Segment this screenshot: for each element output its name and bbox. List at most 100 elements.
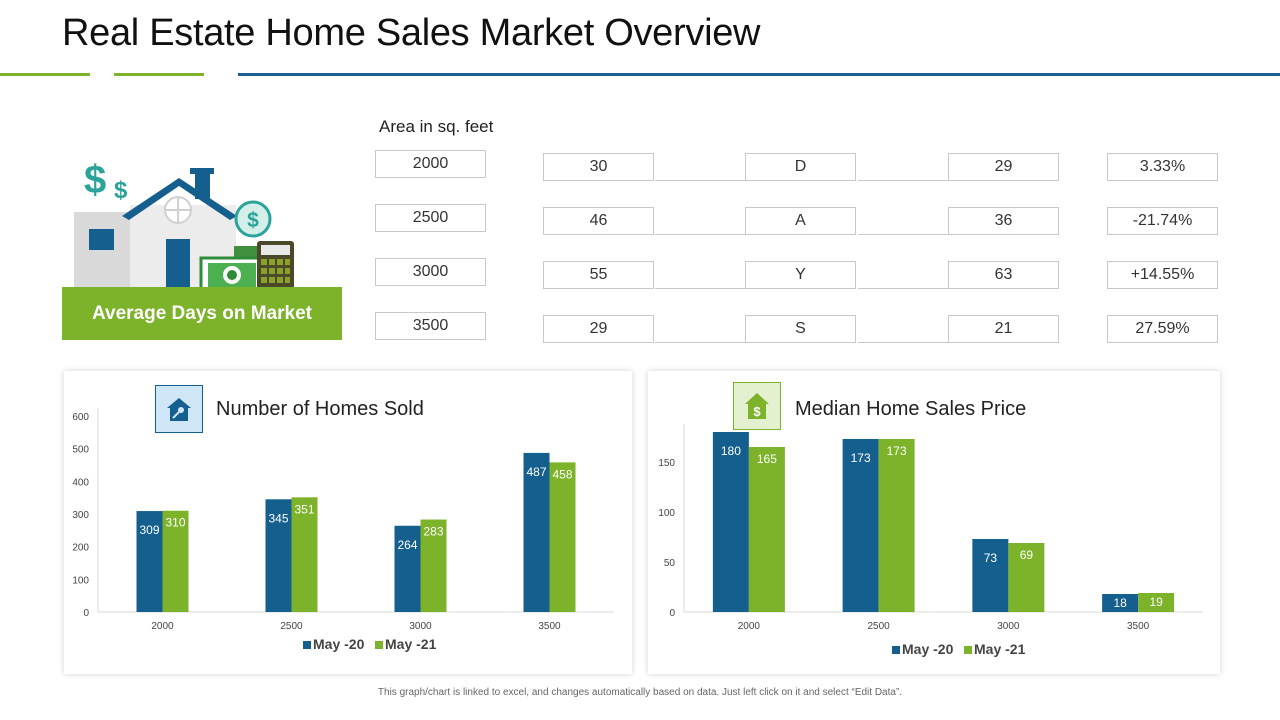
table-connector — [655, 234, 745, 235]
area-cell: 3000 — [375, 258, 486, 286]
x-tick-label: 3000 — [997, 621, 1020, 632]
data-label: 283 — [423, 525, 443, 539]
letter-cell: Y — [745, 261, 856, 289]
calculator-icon — [257, 241, 294, 293]
page-title: Real Estate Home Sales Market Overview — [62, 12, 761, 54]
area-cell: 3500 — [375, 312, 486, 340]
table-connector — [655, 180, 745, 181]
x-tick-label: 2500 — [868, 621, 891, 632]
legend-label: May -21 — [974, 641, 1026, 657]
change-cell: 27.59% — [1107, 315, 1218, 343]
y-tick-label: 400 — [72, 477, 89, 488]
table-connector — [858, 288, 948, 289]
may21-days-cell: 29 — [948, 153, 1059, 181]
coin-icon: $ — [234, 200, 272, 238]
x-tick-label: 2000 — [151, 621, 174, 632]
y-tick-label: 0 — [669, 608, 675, 619]
bar-may20 — [523, 452, 550, 612]
data-label: 165 — [757, 452, 777, 466]
x-tick-label: 3500 — [1127, 621, 1150, 632]
change-cell: 3.33% — [1107, 153, 1218, 181]
bar-may21 — [291, 497, 318, 612]
y-tick-label: 0 — [83, 608, 89, 619]
table-connector — [655, 288, 745, 289]
y-tick-label: 300 — [72, 510, 89, 521]
x-tick-label: 3000 — [409, 621, 432, 632]
y-tick-label: 100 — [658, 508, 675, 519]
data-label: 73 — [984, 551, 998, 565]
x-tick-label: 2500 — [280, 621, 303, 632]
hero-illustration: $ $ $ — [62, 150, 342, 340]
y-tick-label: 100 — [72, 575, 89, 586]
x-tick-label: 2000 — [738, 621, 761, 632]
house-dollar-icon: $ — [733, 382, 781, 430]
y-tick-label: 50 — [664, 558, 676, 569]
data-label: 69 — [1020, 548, 1034, 562]
homes-sold-chart: 0 100 200 300 400 500 600 309 310 2000 345 351 2500 2… — [72, 408, 614, 652]
svg-text:$: $ — [114, 177, 128, 204]
bar-may20 — [712, 432, 749, 612]
table-connector — [858, 180, 948, 181]
bar-may21 — [748, 447, 785, 612]
change-cell: -21.74% — [1107, 207, 1218, 235]
area-label: Area in sq. feet — [379, 117, 494, 136]
y-tick-label: 150 — [658, 458, 675, 469]
change-cell: +14.55% — [1107, 261, 1218, 289]
data-label: 264 — [397, 538, 417, 552]
x-tick-label: 3500 — [538, 621, 561, 632]
bar-may20 — [265, 499, 292, 612]
may20-days-cell: 30 — [543, 153, 654, 181]
bar-may20 — [1102, 594, 1139, 612]
letter-cell: D — [745, 153, 856, 181]
bar-may20 — [394, 525, 421, 612]
house-key-icon — [155, 385, 203, 433]
title-rule-green-1 — [0, 73, 90, 76]
may20-days-cell: 55 — [543, 261, 654, 289]
average-days-banner: Average Days on Market — [62, 287, 342, 340]
data-label: 487 — [526, 465, 546, 479]
chart-title-homes-sold: Number of Homes Sold — [216, 398, 424, 420]
data-label: 173 — [887, 444, 907, 458]
house-icon — [74, 168, 237, 288]
data-label: 18 — [1113, 596, 1127, 610]
table-connector — [858, 342, 948, 343]
letter-cell: A — [745, 207, 856, 235]
may21-days-cell: 63 — [948, 261, 1059, 289]
title-rule-green-2 — [114, 73, 204, 76]
table-connector — [655, 342, 745, 343]
data-label: 19 — [1149, 595, 1163, 609]
y-tick-label: 600 — [72, 412, 89, 423]
table-connector — [858, 234, 948, 235]
bar-may20 — [842, 439, 879, 612]
bar-may21 — [549, 462, 576, 612]
data-label: 310 — [165, 516, 185, 530]
legend-swatch — [303, 641, 311, 649]
bar-may21 — [420, 519, 447, 612]
svg-text:$: $ — [753, 404, 761, 419]
svg-text:$: $ — [84, 158, 106, 202]
legend-swatch — [375, 641, 383, 649]
may21-days-cell: 36 — [948, 207, 1059, 235]
letter-cell: S — [745, 315, 856, 343]
may20-days-cell: 29 — [543, 315, 654, 343]
data-label: 345 — [268, 511, 288, 525]
legend-swatch — [892, 646, 900, 654]
data-label: 173 — [851, 451, 871, 465]
data-label: 351 — [294, 502, 314, 516]
data-label: 180 — [721, 444, 741, 458]
legend-swatch — [964, 646, 972, 654]
may20-days-cell: 46 — [543, 207, 654, 235]
median-price-chart: 0 50 100 150 180 165 2000 173 173 2500 73 69 3000 18 1… — [658, 424, 1203, 657]
chart-title-median-price: Median Home Sales Price — [795, 398, 1027, 420]
bar-may20 — [972, 539, 1009, 612]
y-tick-label: 500 — [72, 445, 89, 456]
bar-may21 — [1008, 543, 1045, 612]
svg-text:$: $ — [247, 209, 259, 232]
y-tick-label: 200 — [72, 543, 89, 554]
bar-may21 — [878, 439, 915, 612]
bar-may21 — [162, 510, 189, 612]
title-rule-blue — [238, 73, 1280, 76]
bar-may21 — [1138, 593, 1175, 612]
data-label: 309 — [139, 523, 159, 537]
legend-label: May -21 — [385, 636, 437, 652]
